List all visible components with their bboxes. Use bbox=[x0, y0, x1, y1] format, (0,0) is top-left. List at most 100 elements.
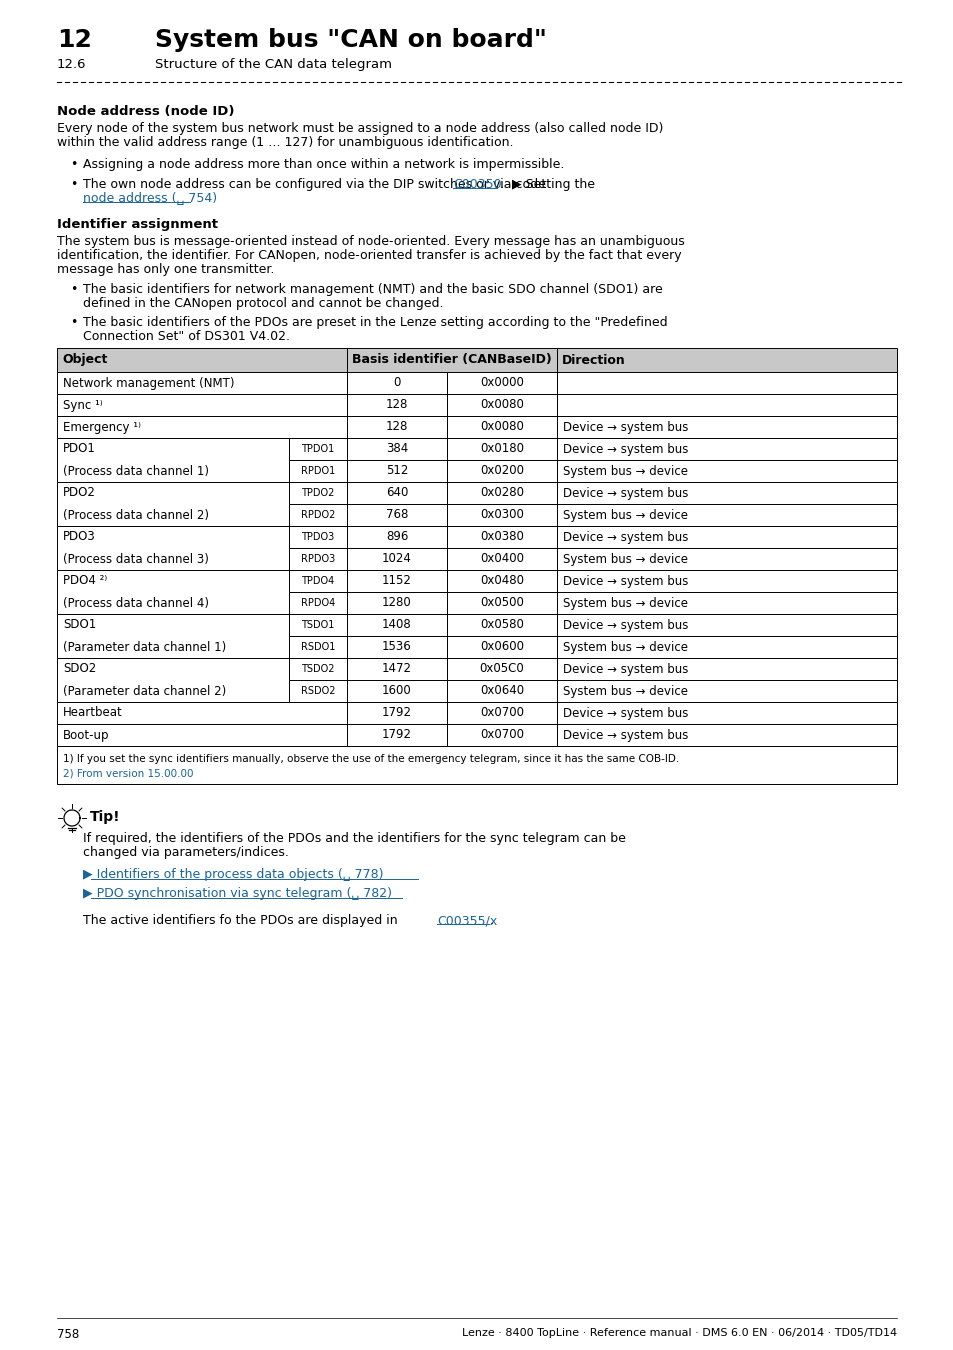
Text: PDO4 ²⁾: PDO4 ²⁾ bbox=[63, 575, 107, 587]
Text: TPDO2: TPDO2 bbox=[301, 487, 335, 498]
Bar bbox=[347, 482, 447, 504]
Text: 1024: 1024 bbox=[381, 552, 412, 566]
Text: 0x0280: 0x0280 bbox=[479, 486, 523, 500]
Text: Device → system bus: Device → system bus bbox=[562, 663, 688, 675]
Text: Connection Set" of DS301 V4.02.: Connection Set" of DS301 V4.02. bbox=[83, 329, 290, 343]
Bar bbox=[557, 504, 896, 526]
Bar bbox=[447, 548, 557, 570]
Bar bbox=[57, 348, 347, 373]
Bar bbox=[557, 416, 896, 437]
Text: •: • bbox=[70, 284, 77, 296]
Text: 0x05C0: 0x05C0 bbox=[479, 663, 524, 675]
Bar bbox=[347, 460, 447, 482]
Bar bbox=[557, 373, 896, 394]
Bar bbox=[347, 348, 557, 373]
Text: (Parameter data channel 2): (Parameter data channel 2) bbox=[63, 684, 226, 698]
Text: 0x0500: 0x0500 bbox=[479, 597, 523, 609]
Text: 1792: 1792 bbox=[381, 706, 412, 720]
Bar bbox=[557, 614, 896, 636]
Bar bbox=[57, 394, 347, 416]
Bar bbox=[557, 437, 896, 460]
Text: identification, the identifier. For CANopen, node-oriented transfer is achieved : identification, the identifier. For CANo… bbox=[57, 248, 680, 262]
Bar bbox=[557, 724, 896, 747]
Bar bbox=[447, 373, 557, 394]
Text: Assigning a node address more than once within a network is impermissible.: Assigning a node address more than once … bbox=[83, 158, 564, 171]
Text: 0x0400: 0x0400 bbox=[479, 552, 523, 566]
Bar bbox=[289, 482, 347, 504]
Bar bbox=[289, 657, 347, 680]
Text: 0x0480: 0x0480 bbox=[479, 575, 523, 587]
Text: System bus → device: System bus → device bbox=[562, 597, 687, 609]
Text: Device → system bus: Device → system bus bbox=[562, 575, 688, 587]
Bar bbox=[289, 570, 347, 593]
Bar bbox=[557, 460, 896, 482]
Text: RPDO2: RPDO2 bbox=[300, 510, 335, 520]
Text: node address (␣ 754): node address (␣ 754) bbox=[83, 192, 217, 205]
Text: 768: 768 bbox=[385, 509, 408, 521]
Text: •: • bbox=[70, 316, 77, 329]
Text: changed via parameters/indices.: changed via parameters/indices. bbox=[83, 846, 289, 859]
Text: System bus "CAN on board": System bus "CAN on board" bbox=[154, 28, 546, 53]
Text: PDO1: PDO1 bbox=[63, 443, 95, 455]
Bar bbox=[557, 526, 896, 548]
Text: 0x0080: 0x0080 bbox=[479, 420, 523, 433]
Text: 1) If you set the sync identifiers manually, observe the use of the emergency te: 1) If you set the sync identifiers manua… bbox=[63, 755, 679, 764]
Text: .  ▶ Setting the: . ▶ Setting the bbox=[499, 178, 595, 190]
Text: RPDO4: RPDO4 bbox=[300, 598, 335, 608]
Bar bbox=[347, 680, 447, 702]
Text: The basic identifiers for network management (NMT) and the basic SDO channel (SD: The basic identifiers for network manage… bbox=[83, 284, 662, 296]
Bar bbox=[57, 724, 347, 747]
Text: message has only one transmitter.: message has only one transmitter. bbox=[57, 263, 274, 275]
Text: 0x0080: 0x0080 bbox=[479, 398, 523, 412]
Bar bbox=[57, 570, 289, 614]
Bar bbox=[289, 593, 347, 614]
Text: 1152: 1152 bbox=[381, 575, 412, 587]
Text: Identifier assignment: Identifier assignment bbox=[57, 217, 218, 231]
Bar bbox=[347, 702, 447, 724]
Text: 640: 640 bbox=[385, 486, 408, 500]
Bar bbox=[447, 416, 557, 437]
Bar bbox=[557, 570, 896, 593]
Text: 0x0700: 0x0700 bbox=[479, 706, 523, 720]
Bar bbox=[447, 460, 557, 482]
Bar bbox=[347, 394, 447, 416]
Text: 1792: 1792 bbox=[381, 729, 412, 741]
Text: 1280: 1280 bbox=[382, 597, 412, 609]
Text: 2) From version 15.00.00: 2) From version 15.00.00 bbox=[63, 768, 193, 778]
Bar bbox=[557, 348, 896, 373]
Bar bbox=[447, 482, 557, 504]
Text: within the valid address range (1 … 127) for unambiguous identification.: within the valid address range (1 … 127)… bbox=[57, 136, 513, 148]
Bar bbox=[447, 724, 557, 747]
Bar bbox=[57, 526, 289, 570]
Text: Direction: Direction bbox=[561, 354, 625, 366]
Text: System bus → device: System bus → device bbox=[562, 684, 687, 698]
Text: 512: 512 bbox=[385, 464, 408, 478]
Bar bbox=[557, 482, 896, 504]
Text: 0: 0 bbox=[393, 377, 400, 390]
Bar bbox=[557, 394, 896, 416]
Text: RSDO1: RSDO1 bbox=[300, 643, 335, 652]
Text: (Process data channel 1): (Process data channel 1) bbox=[63, 464, 209, 478]
Text: ▶ Identifiers of the process data objects (␣ 778): ▶ Identifiers of the process data object… bbox=[83, 868, 383, 882]
Bar bbox=[57, 373, 347, 394]
Text: System bus → device: System bus → device bbox=[562, 640, 687, 653]
Text: Network management (NMT): Network management (NMT) bbox=[63, 377, 234, 390]
Text: System bus → device: System bus → device bbox=[562, 552, 687, 566]
Text: Node address (node ID): Node address (node ID) bbox=[57, 105, 234, 117]
Bar bbox=[347, 373, 447, 394]
Text: 128: 128 bbox=[385, 420, 408, 433]
Text: Device → system bus: Device → system bus bbox=[562, 618, 688, 632]
Text: The own node address can be configured via the DIP switches or via code: The own node address can be configured v… bbox=[83, 178, 549, 190]
Bar bbox=[447, 702, 557, 724]
Text: C00350: C00350 bbox=[453, 178, 501, 190]
Text: (Process data channel 4): (Process data channel 4) bbox=[63, 597, 209, 609]
Text: 896: 896 bbox=[385, 531, 408, 544]
Bar bbox=[447, 593, 557, 614]
Text: PDO3: PDO3 bbox=[63, 531, 95, 544]
Text: 128: 128 bbox=[385, 398, 408, 412]
Text: RSDO2: RSDO2 bbox=[300, 686, 335, 697]
Text: TPDO3: TPDO3 bbox=[301, 532, 335, 541]
Text: 0x0600: 0x0600 bbox=[479, 640, 523, 653]
Bar bbox=[447, 526, 557, 548]
Text: TSDO1: TSDO1 bbox=[301, 620, 335, 630]
